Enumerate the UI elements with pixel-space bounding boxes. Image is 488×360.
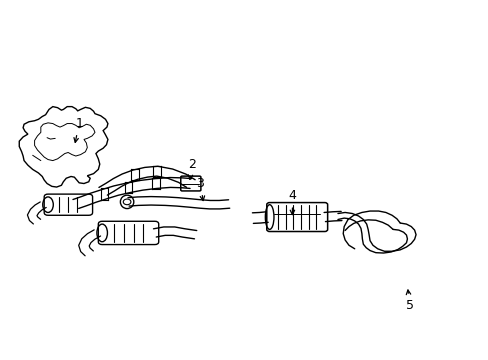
Text: 2: 2	[187, 158, 195, 179]
Text: 4: 4	[288, 189, 296, 215]
Polygon shape	[35, 123, 95, 161]
Polygon shape	[19, 107, 108, 187]
Text: 1: 1	[74, 117, 83, 143]
Text: 3: 3	[196, 177, 204, 201]
Text: 5: 5	[405, 290, 413, 312]
